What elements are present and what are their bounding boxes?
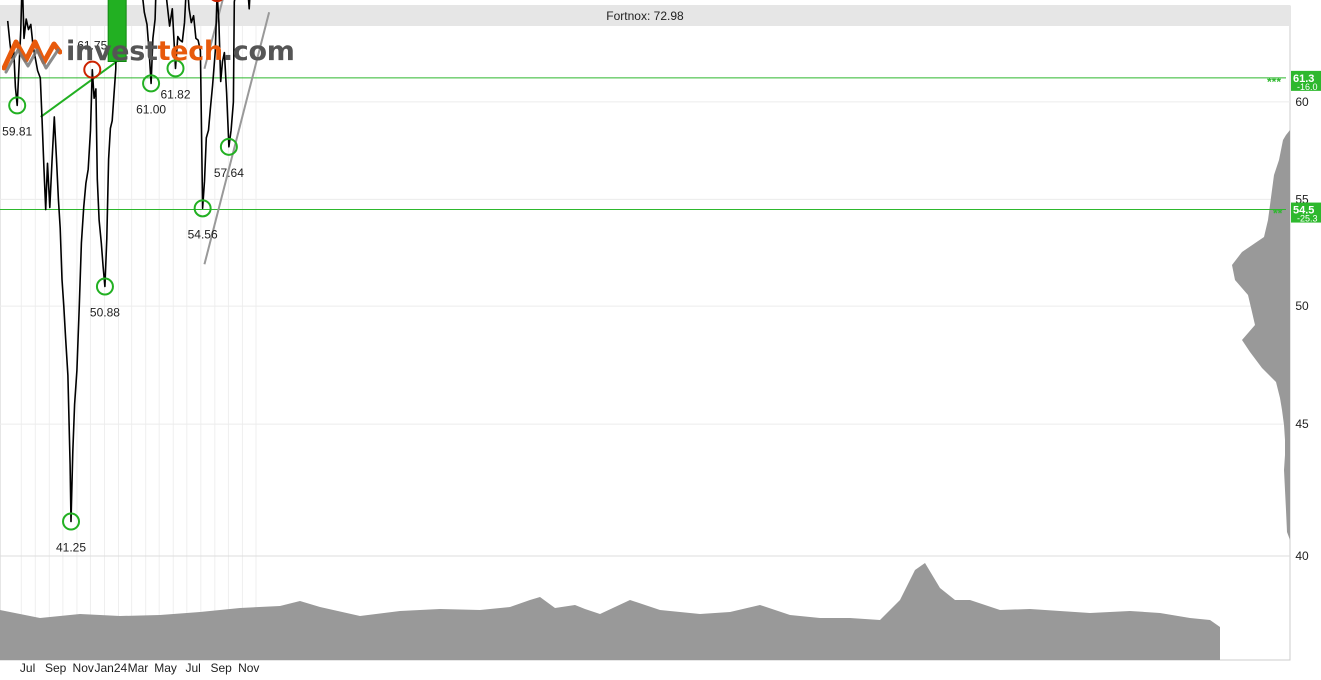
level-price-label: 61.3 — [1293, 73, 1314, 85]
pivot-high-marker — [211, 0, 223, 3]
plot-frame — [0, 5, 1291, 661]
pivot-value-label: 41.25 — [56, 541, 86, 555]
level-price-label: 54.5 — [1293, 205, 1314, 217]
level-pct-label: -16.0 — [1297, 82, 1318, 92]
pivot-low-marker — [142, 74, 161, 93]
pivot-value-label: 54.56 — [188, 227, 218, 241]
logo-suffix: .com — [222, 36, 295, 67]
y-tick-label: 45 — [1295, 417, 1309, 431]
pivot-value-label: 61.75 — [77, 39, 107, 53]
x-tick-label: Nov — [73, 661, 94, 675]
chart-title: Fortnox: 72.98 — [606, 9, 684, 23]
pivot-low-marker — [95, 277, 114, 296]
logo-prefix: invest — [66, 36, 158, 67]
price-line — [6, 0, 251, 523]
pivot-low-marker — [219, 137, 238, 156]
title-bar — [0, 6, 1290, 26]
x-tick-label: Sep — [211, 661, 233, 675]
level-stars: ** — [1273, 207, 1283, 221]
pivot-value-label: 59.81 — [2, 124, 32, 138]
channel-lower-line — [203, 11, 271, 265]
pivot-low-marker — [62, 512, 81, 531]
x-tick-label: Mar — [128, 661, 149, 675]
pivot-value-label: 50.88 — [90, 306, 120, 320]
pivot-value-label: 57.64 — [214, 166, 244, 180]
level-badge — [1291, 70, 1321, 91]
volume-area — [0, 563, 1220, 660]
level-pct-label: -25.3 — [1297, 214, 1318, 224]
x-tick-label: Jul — [20, 661, 35, 675]
pivot-low-marker — [193, 199, 212, 218]
y-tick-label: 50 — [1295, 299, 1309, 313]
pivot-value-label: 61.00 — [136, 102, 166, 116]
pivot-low-marker — [166, 59, 185, 78]
x-tick-label: Nov — [238, 661, 259, 675]
x-tick-label: Sep — [45, 661, 67, 675]
pivot-low-marker — [8, 96, 27, 115]
investtech-logo: investtech.com — [1, 28, 295, 76]
logo-accent: tech — [157, 36, 224, 67]
pattern-neckline — [40, 60, 118, 118]
volume-profile — [1232, 130, 1290, 540]
pivot-high-marker — [83, 60, 102, 79]
y-tick-label: 60 — [1295, 95, 1309, 109]
y-tick-label: 40 — [1295, 549, 1309, 563]
x-tick-label: Jan24 — [94, 661, 127, 675]
logo-wordmark: investtech.com — [66, 36, 295, 67]
pattern-target-arrow — [107, 0, 127, 63]
pivot-value-label: 61.82 — [160, 87, 190, 101]
level-stars: *** — [1267, 75, 1281, 89]
x-tick-label: Jul — [185, 661, 200, 675]
logo-mark-icon — [1, 39, 63, 74]
x-tick-label: May — [154, 661, 177, 675]
level-badge — [1291, 202, 1321, 223]
